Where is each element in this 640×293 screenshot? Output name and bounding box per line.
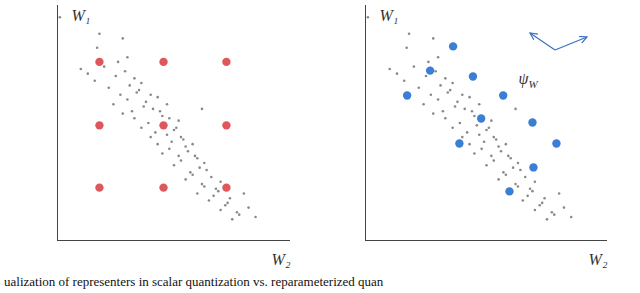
svg-text:W₂: W₂	[272, 251, 291, 268]
svg-text:W₁: W₁	[380, 7, 399, 24]
svg-text:W₂: W₂	[589, 251, 608, 268]
svg-text:W₁: W₁	[72, 7, 91, 24]
html-text:ualization of representers in: ualization of representers in scalar qua…	[4, 274, 384, 289]
svg-text:ψW: ψW	[518, 70, 538, 90]
